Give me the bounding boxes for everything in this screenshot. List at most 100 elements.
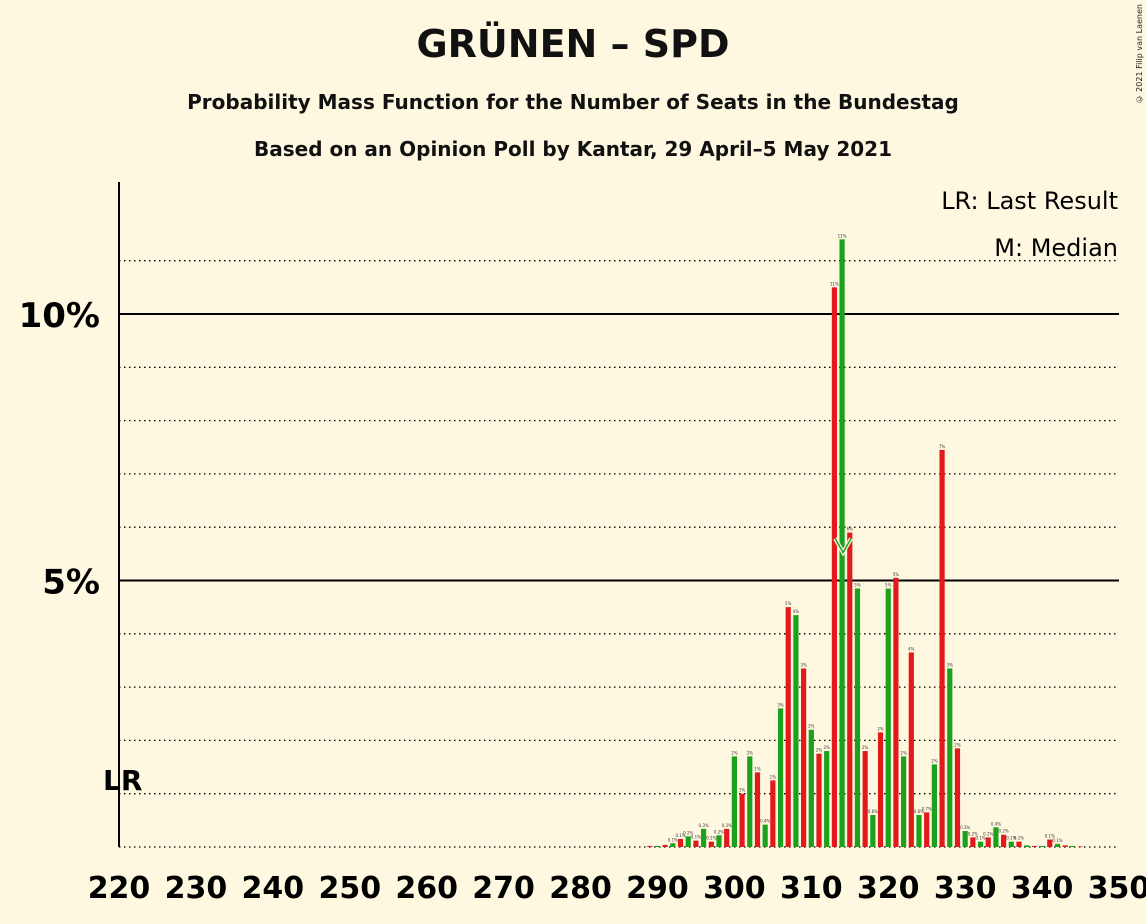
bar-value-label: 1% [770,774,777,779]
legend: LR: Last Result M: Median [941,187,1118,262]
bar [677,839,684,847]
bar [824,751,830,847]
bar-value-label: 3% [947,662,954,667]
bar [1070,845,1076,847]
bar-value-label: 0.4% [760,819,770,824]
bar-value-label: 0.7% [922,806,932,811]
bar [831,287,837,848]
bar [885,588,891,847]
bar-value-label: 0.1% [706,836,716,841]
bars: 0.1%0.1%0.2%0.1%0.3%0.1%0.2%0.3%2%1%2%1%… [647,233,1084,848]
last-result-label: LR [103,764,142,797]
bar-value-label: 0.3% [960,825,970,830]
bar [893,577,899,847]
x-tick-label: 230 [165,871,228,906]
bar [739,793,745,847]
bar [754,772,761,847]
bar [862,751,868,847]
bar-value-label: 0.3% [699,823,709,828]
bar [931,764,937,847]
bar [947,668,953,847]
x-tick-label: 330 [934,871,997,906]
bar [877,732,884,847]
bar [777,708,784,847]
bar [939,449,945,847]
bar [1039,845,1045,847]
bar [1054,843,1061,847]
bar-value-label: 0.2% [983,831,993,836]
bar [716,835,722,847]
bar [908,652,914,847]
axes: 5% 10% 220 230 240 250 260 270 280 290 300 310 320 33… [19,182,1146,906]
bar-value-label: 0.4% [991,821,1001,826]
bar-value-label: 2% [877,726,884,731]
bar-value-label: 0.6% [914,809,924,814]
x-tick-label: 240 [242,871,305,906]
bar [701,828,707,847]
bar [1016,841,1022,847]
bar-value-label: 2% [808,724,815,729]
x-tick-label: 310 [780,871,843,906]
bar-value-label: 0.6% [868,809,878,814]
x-tick-label: 350 [1088,871,1146,906]
bar-value-label: 1% [754,766,761,771]
bar-value-label: 0.1% [668,837,678,842]
x-tick-label: 220 [88,871,151,906]
x-tick-label: 340 [1011,871,1074,906]
bar-value-label: 4% [793,609,800,614]
bar-value-label: 0.1% [1006,836,1016,841]
bar [662,844,668,847]
bar-value-label: 0.2% [714,829,724,834]
bar-value-label: 0.3% [722,823,732,828]
bar [785,607,791,847]
bar [801,668,807,847]
bar [977,841,984,847]
bar-value-label: 2% [824,745,831,750]
bar-value-label: 0.2% [999,829,1009,834]
bar-value-label: 5% [893,572,900,577]
bar-value-label: 2% [900,750,907,755]
bar [847,532,853,847]
bar [970,837,976,847]
bar [1008,841,1014,847]
x-tick-label: 270 [472,871,535,906]
bar [870,815,876,847]
x-tick-label: 250 [318,871,381,906]
bar-value-label: 2% [931,758,938,763]
bar-value-label: 0.1% [1045,834,1055,839]
gridlines [119,260,1119,848]
x-tick-label: 300 [703,871,766,906]
x-tick-label: 290 [626,871,689,906]
bar-value-label: 3% [800,662,807,667]
bar [693,840,699,847]
bar-value-label: 2% [954,742,961,747]
bar [1031,845,1037,847]
bar [924,812,930,847]
bar [985,837,991,847]
bar [1062,845,1068,847]
bar-value-label: 0.2% [683,830,693,835]
x-tick-label: 280 [549,871,612,906]
bar-value-label: 2% [747,750,754,755]
bar [808,729,814,847]
bar-value-label: 0.2% [968,831,978,836]
bar-value-label: 6% [847,527,854,532]
bar [1077,846,1084,848]
bar [747,756,753,847]
bar [816,753,822,847]
bar-value-label: 2% [816,748,823,753]
bar [954,748,961,847]
bar [916,815,922,847]
bar-value-label: 5% [785,601,792,606]
chart-source: Based on an Opinion Poll by Kantar, 29 A… [254,137,892,161]
bar-value-label: 11% [838,233,847,238]
bar [670,843,676,847]
bar-value-label: 0.1% [1014,836,1024,841]
y-tick-label: 5% [42,563,100,603]
legend-entry: M: Median [994,234,1118,262]
bar [762,824,768,847]
bar-value-label: 0.1% [1052,838,1062,843]
legend-entry: LR: Last Result [941,187,1118,215]
bar [993,827,999,847]
